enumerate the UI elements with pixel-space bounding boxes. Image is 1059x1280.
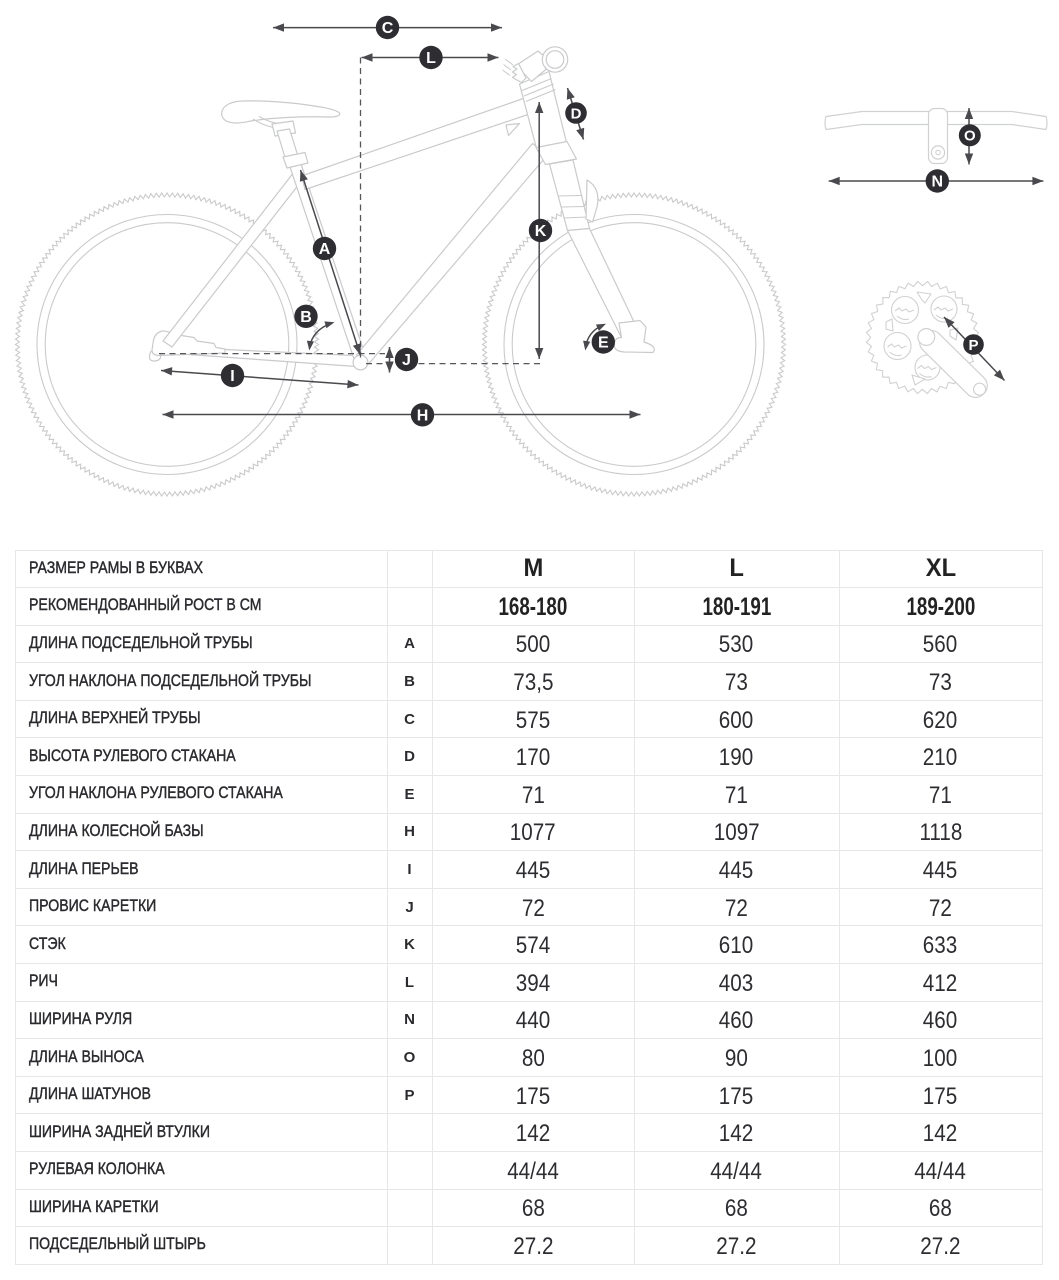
svg-text:O: O <box>964 128 976 145</box>
svg-text:L: L <box>426 50 436 67</box>
svg-text:B: B <box>300 309 312 326</box>
svg-text:N: N <box>932 174 944 191</box>
svg-text:K: K <box>535 223 547 240</box>
svg-text:A: A <box>319 241 331 258</box>
svg-text:P: P <box>968 337 978 354</box>
svg-text:C: C <box>382 20 394 37</box>
svg-text:H: H <box>417 408 429 425</box>
svg-text:E: E <box>598 335 609 352</box>
svg-text:D: D <box>571 105 582 122</box>
svg-text:I: I <box>230 368 234 385</box>
svg-text:J: J <box>402 352 411 369</box>
